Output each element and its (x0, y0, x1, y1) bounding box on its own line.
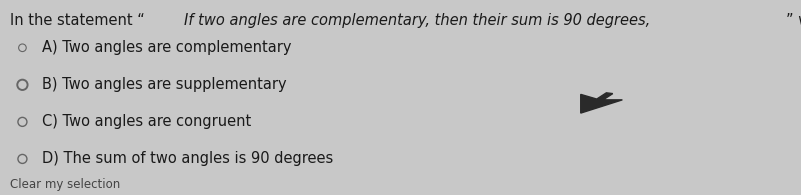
Text: B) Two angles are supplementary: B) Two angles are supplementary (42, 77, 286, 92)
Text: A) Two angles are complementary: A) Two angles are complementary (42, 40, 291, 55)
Point (16, 157, 29, 160)
Point (16, 120, 29, 123)
Point (16, 46, 29, 49)
Text: D) The sum of two angles is 90 degrees: D) The sum of two angles is 90 degrees (42, 152, 333, 166)
Text: C) Two angles are congruent: C) Two angles are congruent (42, 114, 251, 129)
Polygon shape (581, 93, 622, 113)
Text: If two angles are complementary, then their sum is 90 degrees,: If two angles are complementary, then th… (184, 13, 650, 28)
Text: In the statement “: In the statement “ (10, 13, 145, 28)
Text: ” what is the: ” what is the (786, 13, 801, 28)
Point (16, 83, 29, 86)
Text: Clear my selection: Clear my selection (10, 178, 121, 191)
